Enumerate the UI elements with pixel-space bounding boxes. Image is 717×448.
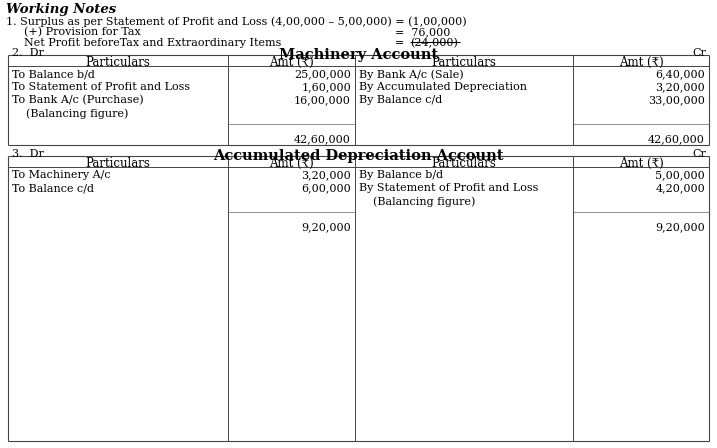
Text: 3,20,000: 3,20,000 <box>655 82 705 92</box>
Text: Particulars: Particulars <box>432 157 496 170</box>
Text: 6,00,000: 6,00,000 <box>301 183 351 193</box>
Text: 1. Surplus as per Statement of Profit and Loss (4,00,000 – 5,00,000) = (1,00,000: 1. Surplus as per Statement of Profit an… <box>6 16 467 26</box>
Text: Machinery Account: Machinery Account <box>279 48 438 62</box>
Text: Particulars: Particulars <box>432 56 496 69</box>
Text: 42,60,000: 42,60,000 <box>648 134 705 144</box>
Text: Amt (₹): Amt (₹) <box>619 56 663 69</box>
Text: 9,20,000: 9,20,000 <box>655 222 705 232</box>
Text: To Machinery A/c: To Machinery A/c <box>12 170 110 180</box>
Text: By Accumulated Depreciation: By Accumulated Depreciation <box>359 82 527 92</box>
Text: By Statement of Profit and Loss: By Statement of Profit and Loss <box>359 183 538 193</box>
Text: =: = <box>395 38 408 48</box>
Text: 1,60,000: 1,60,000 <box>301 82 351 92</box>
Text: 5,00,000: 5,00,000 <box>655 170 705 180</box>
Text: By Bank A/c (Sale): By Bank A/c (Sale) <box>359 69 464 80</box>
Text: Amt (₹): Amt (₹) <box>269 56 314 69</box>
Text: 9,20,000: 9,20,000 <box>301 222 351 232</box>
Text: (Balancing figure): (Balancing figure) <box>26 108 128 119</box>
Text: Particulars: Particulars <box>85 157 151 170</box>
Text: 4,20,000: 4,20,000 <box>655 183 705 193</box>
Text: To Balance b/d: To Balance b/d <box>12 69 95 79</box>
Text: (+) Provision for Tax: (+) Provision for Tax <box>24 27 141 37</box>
Text: 33,00,000: 33,00,000 <box>648 95 705 105</box>
Text: To Bank A/c (Purchase): To Bank A/c (Purchase) <box>12 95 143 105</box>
Text: 3,20,000: 3,20,000 <box>301 170 351 180</box>
Text: Cr: Cr <box>692 149 706 159</box>
Text: Amt (₹): Amt (₹) <box>619 157 663 170</box>
Text: Cr: Cr <box>692 48 706 58</box>
Text: Accumulated Depreciation Account: Accumulated Depreciation Account <box>213 149 504 163</box>
Text: 16,00,000: 16,00,000 <box>294 95 351 105</box>
Text: 3.  Dr: 3. Dr <box>12 149 44 159</box>
Text: By Balance c/d: By Balance c/d <box>359 95 442 105</box>
Text: 25,00,000: 25,00,000 <box>294 69 351 79</box>
Text: 42,60,000: 42,60,000 <box>294 134 351 144</box>
Text: Amt (₹): Amt (₹) <box>269 157 314 170</box>
Text: Net Profit beforeTax and Extraordinary Items: Net Profit beforeTax and Extraordinary I… <box>24 38 281 48</box>
Text: 2.  Dr: 2. Dr <box>12 48 44 58</box>
Text: Working Notes: Working Notes <box>6 3 116 16</box>
Text: To Balance c/d: To Balance c/d <box>12 183 94 193</box>
Text: =  76,000: = 76,000 <box>395 27 450 37</box>
Text: (Balancing figure): (Balancing figure) <box>373 196 475 207</box>
Text: (24,000): (24,000) <box>410 38 458 48</box>
Text: Particulars: Particulars <box>85 56 151 69</box>
Text: By Balance b/d: By Balance b/d <box>359 170 443 180</box>
Text: To Statement of Profit and Loss: To Statement of Profit and Loss <box>12 82 190 92</box>
Text: 6,40,000: 6,40,000 <box>655 69 705 79</box>
